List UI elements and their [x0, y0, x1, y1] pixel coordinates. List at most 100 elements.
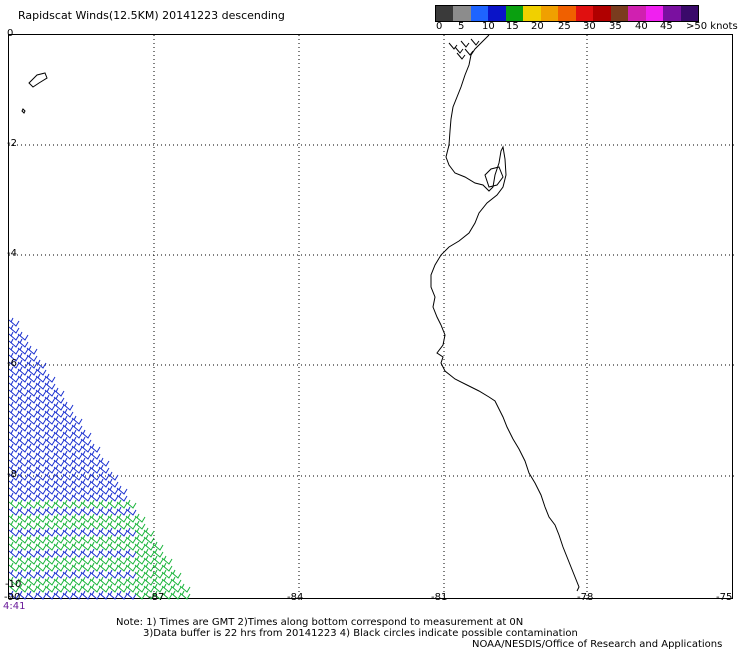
wind-barb	[80, 492, 92, 502]
wind-barb	[35, 499, 47, 509]
wind-barb	[17, 373, 29, 383]
wind-barb	[152, 562, 164, 572]
wind-barb	[116, 562, 128, 572]
wind-barb	[62, 443, 74, 453]
wind-barb	[89, 485, 101, 495]
wind-barb	[161, 562, 173, 572]
wind-barb	[170, 590, 182, 600]
wind-barb	[107, 534, 119, 544]
wind-barb	[161, 569, 173, 579]
wind-barb	[134, 520, 146, 530]
wind-barb	[9, 338, 20, 348]
wind-barb	[17, 520, 29, 530]
wind-barb	[98, 548, 110, 558]
wind-barb	[125, 548, 137, 558]
wind-barb	[9, 422, 20, 432]
wind-barb	[71, 583, 83, 593]
wind-barb	[125, 534, 137, 544]
wind-barb	[53, 387, 65, 397]
wind-barb	[89, 527, 101, 537]
wind-barb	[134, 527, 146, 537]
wind-barb	[9, 492, 20, 502]
wind-barb	[134, 583, 146, 593]
wind-barb	[80, 506, 92, 516]
wind-barb	[9, 583, 20, 593]
wind-barb	[98, 513, 110, 523]
wind-barb	[9, 366, 20, 376]
wind-barb	[44, 548, 56, 558]
wind-barb	[26, 583, 38, 593]
wind-barb	[107, 513, 119, 523]
wind-barb	[9, 499, 20, 509]
wind-barb	[9, 443, 20, 453]
wind-barb	[17, 562, 29, 572]
wind-barb	[62, 485, 74, 495]
wind-barb	[9, 380, 20, 390]
wind-barb	[26, 548, 38, 558]
wind-barb	[80, 569, 92, 579]
wind-speed-scale	[435, 5, 699, 22]
wind-barb	[80, 583, 92, 593]
wind-barb	[35, 464, 47, 474]
wind-barb	[161, 555, 173, 565]
wind-barb	[35, 408, 47, 418]
wind-barb	[53, 569, 65, 579]
wind-barb	[134, 548, 146, 558]
wind-barb	[44, 436, 56, 446]
wind-barb	[26, 359, 38, 369]
wind-barb	[44, 450, 56, 460]
wind-barb	[9, 450, 20, 460]
wind-barb	[44, 541, 56, 551]
wind-barb	[44, 401, 56, 411]
wind-barb	[89, 506, 101, 516]
scale-label-0: 0	[436, 21, 443, 32]
wind-barb	[89, 450, 101, 460]
wind-barb	[9, 457, 20, 467]
wind-barb	[53, 583, 65, 593]
wind-barb	[71, 569, 83, 579]
wind-barb	[9, 548, 20, 558]
wind-barb	[89, 499, 101, 509]
wind-barb	[53, 513, 65, 523]
galapagos-islands	[21, 72, 48, 114]
wind-barb	[35, 527, 47, 537]
wind-barb	[134, 534, 146, 544]
wind-barb	[80, 436, 92, 446]
scale-label-7: 35	[609, 21, 622, 32]
coastal-wind-barb	[464, 48, 474, 56]
wind-barb	[17, 408, 29, 418]
wind-barb	[152, 541, 164, 551]
wind-barb	[53, 548, 65, 558]
wind-barb	[98, 590, 110, 600]
x-label-5: -75	[716, 592, 733, 603]
wind-barb	[26, 471, 38, 481]
wind-barb	[35, 485, 47, 495]
wind-barb	[53, 576, 65, 586]
wind-barb	[17, 499, 29, 509]
wind-barb	[62, 527, 74, 537]
wind-barb	[71, 499, 83, 509]
wind-barb	[26, 492, 38, 502]
x-label-2: -84	[287, 592, 304, 603]
wind-barb	[107, 576, 119, 586]
wind-barb	[53, 422, 65, 432]
wind-barb	[62, 562, 74, 572]
wind-barb	[53, 401, 65, 411]
wind-barb	[17, 450, 29, 460]
wind-barb	[143, 548, 155, 558]
wind-barb	[53, 520, 65, 530]
wind-barb	[134, 541, 146, 551]
wind-barb	[44, 429, 56, 439]
wind-barb	[80, 485, 92, 495]
wind-barb	[71, 443, 83, 453]
wind-barb	[26, 464, 38, 474]
wind-barb	[35, 562, 47, 572]
wind-barb	[9, 471, 20, 481]
wind-barb	[152, 555, 164, 565]
wind-barb	[53, 443, 65, 453]
wind-barb	[71, 485, 83, 495]
wind-barb	[89, 576, 101, 586]
credit-line: NOAA/NESDIS/Office of Research and Appli…	[472, 639, 723, 650]
wind-barb	[143, 569, 155, 579]
wind-barb	[116, 485, 128, 495]
